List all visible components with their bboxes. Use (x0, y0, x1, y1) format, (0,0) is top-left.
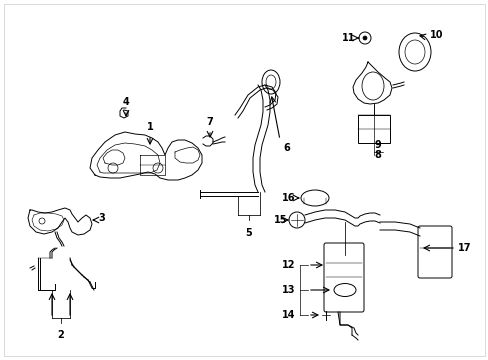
Text: 6: 6 (283, 143, 289, 153)
Text: 2: 2 (58, 330, 64, 340)
Text: 12: 12 (281, 260, 294, 270)
Text: 14: 14 (281, 310, 294, 320)
Text: 9: 9 (374, 140, 381, 150)
Text: 10: 10 (429, 30, 443, 40)
Circle shape (362, 36, 366, 40)
Text: 1: 1 (146, 122, 153, 132)
Text: 17: 17 (457, 243, 470, 253)
Bar (357, 115, 389, 143)
Text: 15: 15 (273, 215, 286, 225)
Text: 16: 16 (281, 193, 294, 203)
Text: 4: 4 (122, 97, 129, 107)
Text: 8: 8 (374, 150, 381, 160)
Text: 13: 13 (281, 285, 294, 295)
Text: 3: 3 (98, 213, 104, 223)
Text: 5: 5 (245, 228, 252, 238)
Text: 11: 11 (341, 33, 354, 43)
Text: 7: 7 (206, 117, 213, 127)
